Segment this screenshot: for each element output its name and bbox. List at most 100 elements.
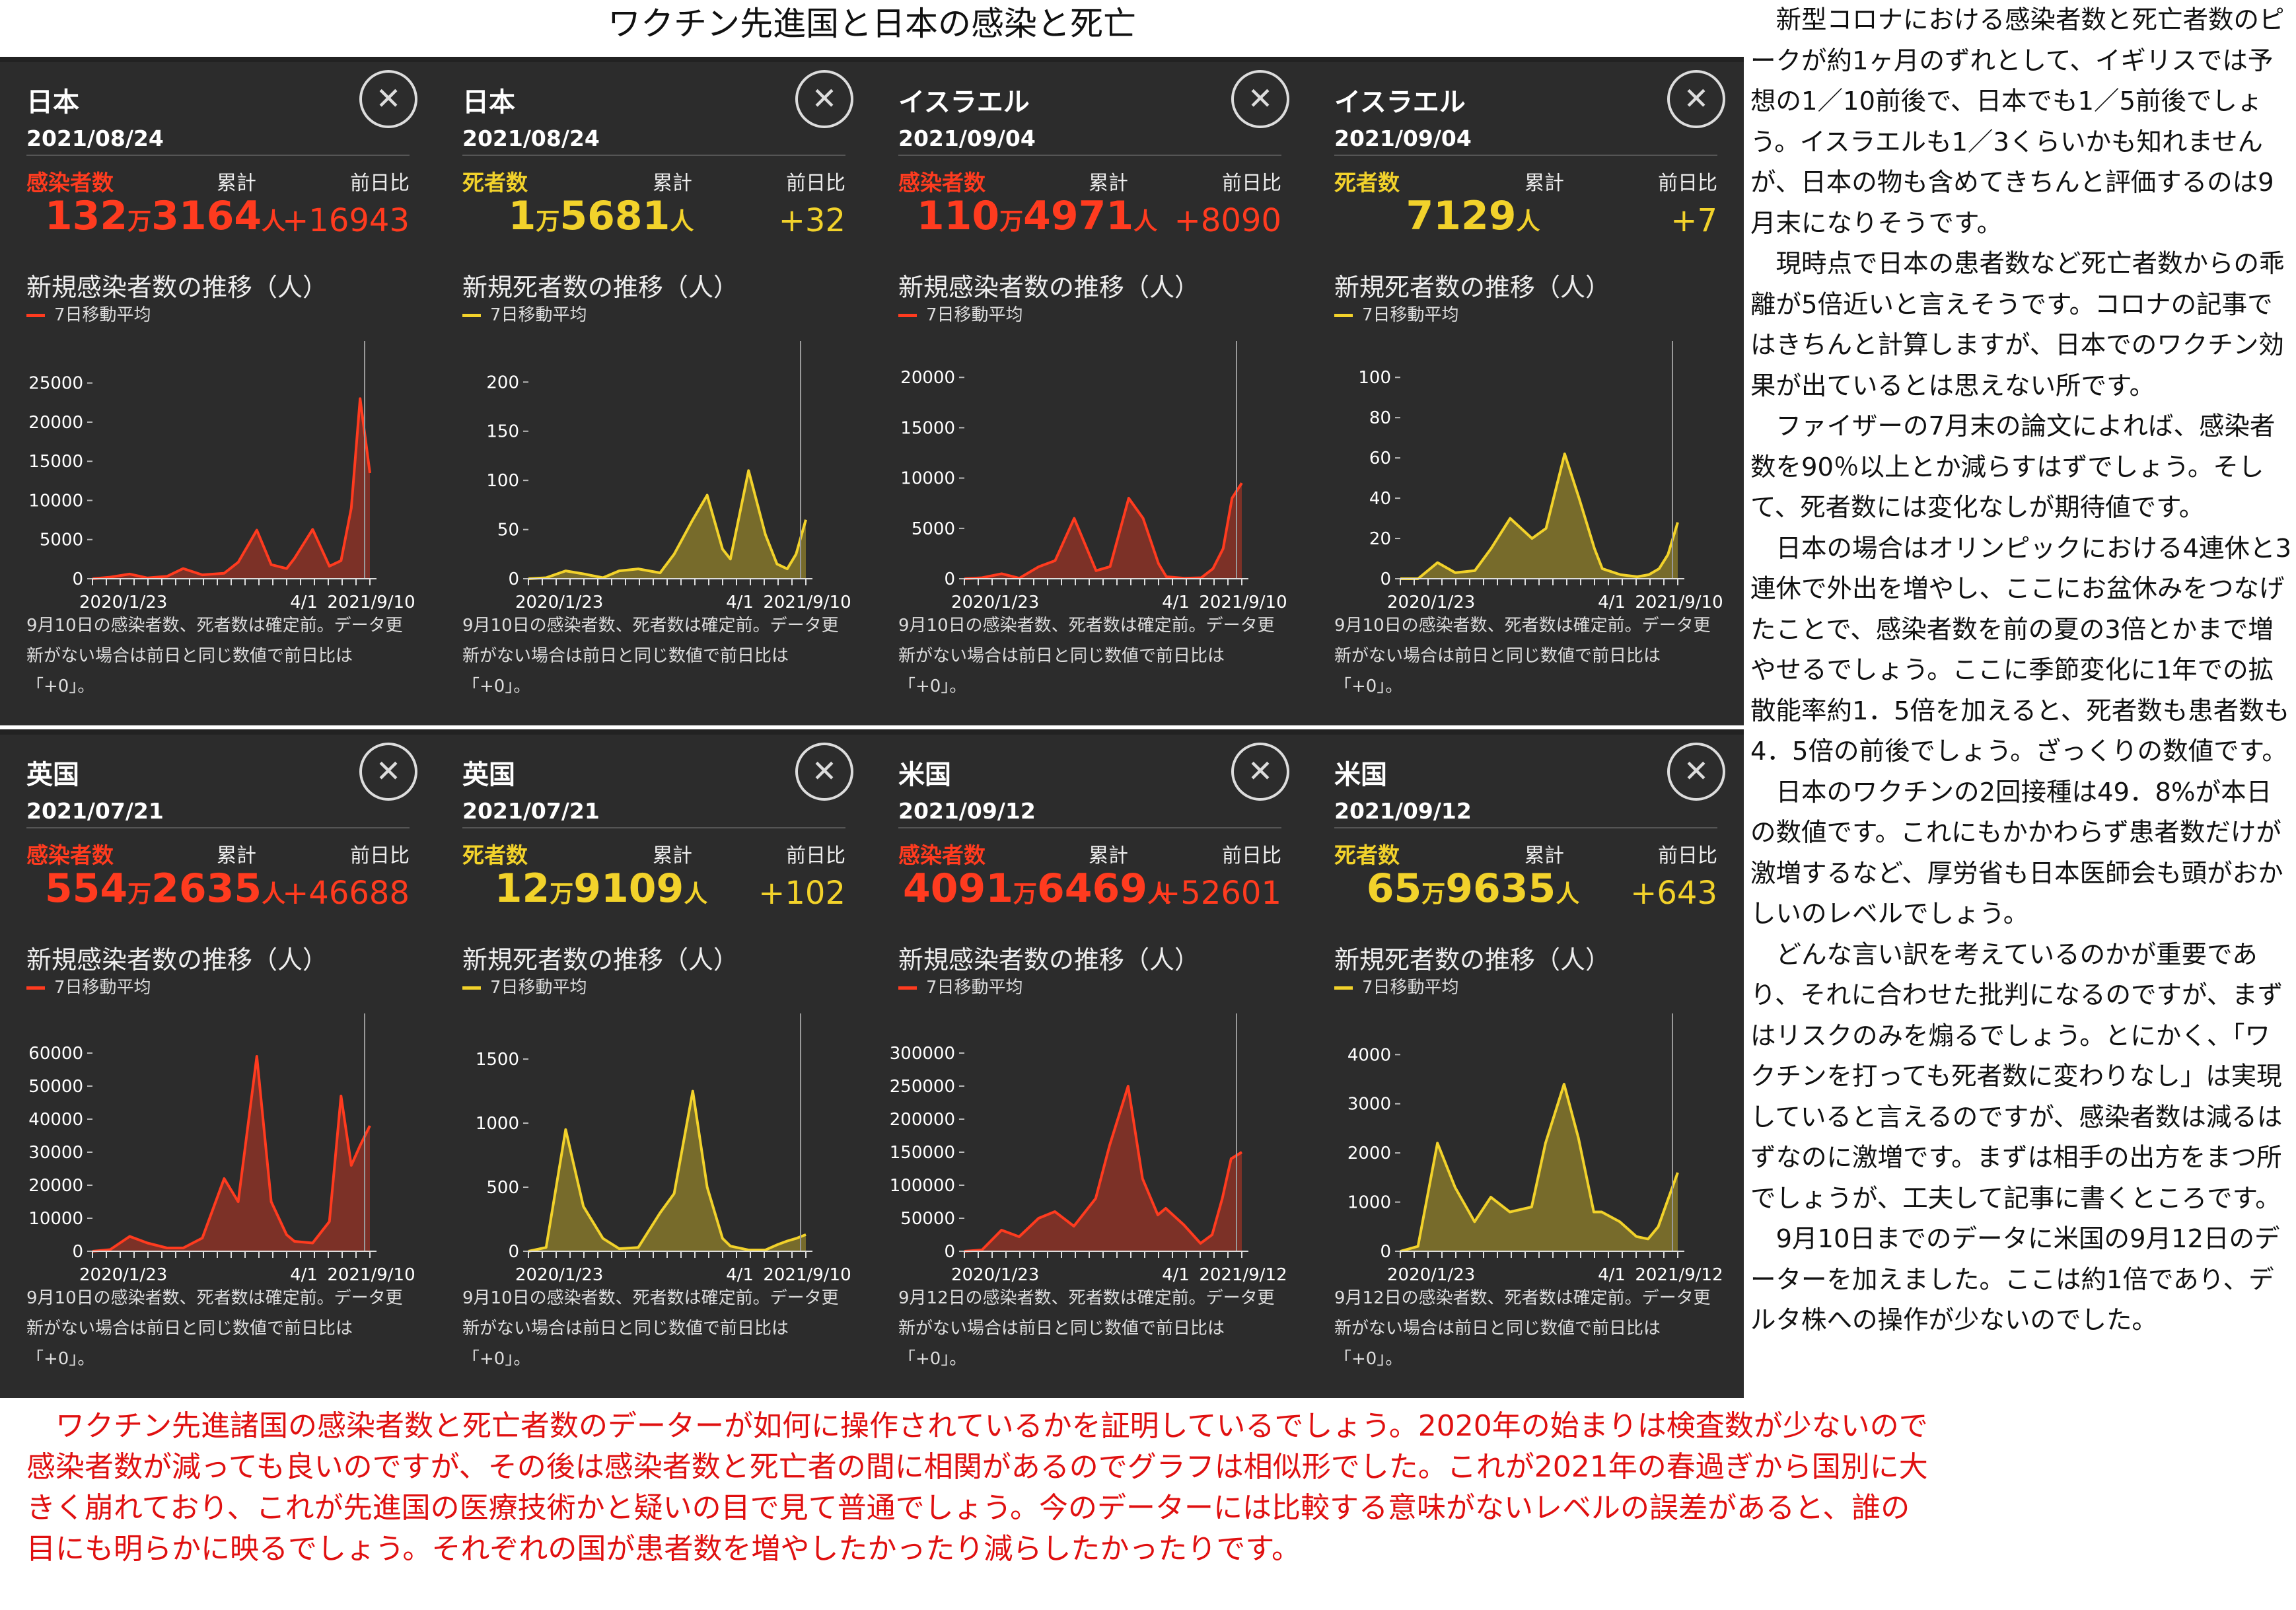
area-fill [92, 398, 370, 579]
total-rest-digits: 6469 [1037, 865, 1147, 912]
x-tick-label: 2020/1/23 [79, 1265, 167, 1285]
y-tick-label: 20000 [28, 413, 83, 433]
close-icon[interactable]: ✕ [359, 743, 417, 801]
x-tick-label: 2021/9/10 [327, 593, 415, 612]
card-top-bar [436, 729, 872, 735]
side-paragraph: ファイザーの7月末の論文によれば、感染者数を90％以上とか減らすはずでしょう。そ… [1750, 412, 2276, 523]
y-tick-label: 0 [72, 1242, 83, 1262]
stat-card: イスラエル 2021/09/04 ✕ 死者数 累計 前日比 7129人 +7 新規死者数の推移（… [1308, 57, 1744, 725]
divider [462, 155, 845, 156]
legend-swatch [898, 986, 917, 990]
y-tick-label: 1500 [476, 1050, 519, 1070]
total-rest-digits: 4971 [1023, 193, 1134, 239]
metric-label: 感染者数 [898, 170, 986, 196]
close-icon[interactable]: ✕ [359, 70, 417, 128]
divider [462, 827, 845, 828]
moving-average-line [964, 482, 1243, 580]
x-tick-label: 2021/9/12 [1635, 1265, 1723, 1285]
trend-chart: 0 50000 100000 150000 200000 250000 300000 2020… [890, 1013, 1287, 1285]
metric-label: 死者数 [1334, 170, 1400, 196]
total-man-digits: 1 [508, 193, 536, 239]
unit-man: 万 [536, 208, 560, 235]
side-paragraph: 現時点で日本の患者数など死亡者数からの乖離が5倍近いと言えそうです。コロナの記事… [1750, 249, 2285, 401]
chart-title: 新規死者数の推移（人） [462, 273, 739, 302]
y-tick-label: 40 [1369, 489, 1391, 509]
y-tick-label: 0 [1380, 569, 1391, 589]
legend-swatch [898, 314, 917, 317]
total-rest-digits: 3164 [151, 193, 262, 239]
side-paragraph: 9月10日までのデータに米国の9月12日のデーターを加えました。ここは約1倍であ… [1750, 1224, 2280, 1335]
area-fill [1400, 454, 1678, 579]
metric-label: 死者数 [462, 842, 528, 868]
unit-person: 人 [1147, 881, 1172, 908]
legend-label: 7日移動平均 [926, 305, 1023, 325]
x-tick-label: 2020/1/23 [1387, 1265, 1475, 1285]
metric-label: 感染者数 [898, 842, 986, 868]
card-top-bar [436, 57, 872, 62]
legend: 7日移動平均 [898, 974, 1023, 998]
y-tick-label: 150000 [890, 1143, 955, 1163]
y-tick-label: 1000 [476, 1114, 519, 1134]
y-tick-label: 10000 [900, 469, 955, 489]
trend-chart: 0 10000 20000 30000 40000 50000 60000 2020/1/23… [28, 1013, 415, 1285]
total-man-digits: 554 [44, 865, 128, 912]
x-tick-label: 4/1 [1598, 1265, 1626, 1285]
y-tick-label: 30000 [28, 1143, 83, 1163]
trend-chart: 0 5000 10000 15000 20000 2020/1/23 4/1 2021/9/1… [900, 341, 1287, 612]
unit-man: 万 [127, 208, 152, 235]
footnote: 9月10日の感染者数、死者数は確定前。データ更新がない場合は前日と同じ数値で前日… [462, 616, 839, 696]
card-top-bar [872, 729, 1308, 735]
chart-title: 新規感染者数の推移（人） [898, 273, 1200, 302]
legend: 7日移動平均 [898, 301, 1023, 326]
total-value: 12万9109人 [462, 865, 740, 912]
x-tick-label: 4/1 [1162, 593, 1190, 612]
close-icon[interactable]: ✕ [795, 70, 853, 128]
legend-label: 7日移動平均 [54, 978, 151, 998]
y-tick-label: 0 [944, 569, 955, 589]
x-tick-label: 2021/9/10 [763, 1265, 851, 1285]
legend-swatch [462, 986, 481, 990]
unit-person: 人 [1133, 208, 1158, 235]
side-paragraph: 日本の場合はオリンピックにおける4連休と3連休で外出を増やし、ここにお盆休みをつ… [1750, 533, 2291, 767]
moving-average-line [92, 397, 371, 580]
legend-label: 7日移動平均 [490, 978, 587, 998]
card-top-bar [1308, 729, 1744, 735]
area-fill [1400, 1084, 1678, 1251]
x-tick-label: 2021/9/10 [763, 593, 851, 612]
chart-title: 新規死者数の推移（人） [462, 945, 739, 974]
stat-date: 2021/09/04 [898, 126, 1036, 151]
y-tick-label: 15000 [900, 418, 955, 438]
unit-man: 万 [1421, 881, 1446, 908]
close-icon[interactable]: ✕ [1667, 743, 1725, 801]
diff-label: 前日比 [786, 172, 845, 195]
unit-man: 万 [1013, 881, 1037, 908]
x-tick-label: 2020/1/23 [951, 593, 1039, 612]
unit-person: 人 [262, 881, 286, 908]
x-tick-label: 4/1 [1162, 1265, 1190, 1285]
diff-label: 前日比 [786, 844, 845, 867]
y-tick-label: 300000 [890, 1044, 955, 1064]
unit-person: 人 [1516, 208, 1540, 235]
x-tick-label: 4/1 [1598, 593, 1626, 612]
footnote: 9月10日の感染者数、死者数は確定前。データ更新がない場合は前日と同じ数値で前日… [898, 616, 1275, 696]
diff-value: +16943 [282, 202, 410, 239]
unit-person: 人 [670, 208, 694, 235]
y-tick-label: 4000 [1347, 1045, 1391, 1065]
y-tick-label: 500 [486, 1178, 519, 1198]
moving-average-line [528, 1089, 807, 1253]
legend-label: 7日移動平均 [1362, 305, 1459, 325]
area-fill [964, 1086, 1242, 1251]
total-rest-digits: 5681 [559, 193, 670, 239]
stat-card: イスラエル 2021/09/04 ✕ 感染者数 累計 前日比 110万4971人 +8090 新… [872, 57, 1308, 725]
diff-value: +643 [1630, 875, 1717, 912]
trend-chart: 0 500 1000 1500 2020/1/23 4/1 2021/9/10 [476, 1013, 851, 1285]
total-value: 65万9635人 [1334, 865, 1612, 912]
close-icon[interactable]: ✕ [1667, 70, 1725, 128]
side-paragraph: どんな言い訳を考えているのかが重要であり、それに合わせた批判になるのですが、まず… [1750, 939, 2283, 1214]
close-icon[interactable]: ✕ [1231, 70, 1289, 128]
y-tick-label: 50000 [900, 1209, 955, 1229]
diff-label: 前日比 [1222, 844, 1281, 867]
close-icon[interactable]: ✕ [795, 743, 853, 801]
x-tick-label: 2021/9/10 [1635, 593, 1723, 612]
close-icon[interactable]: ✕ [1231, 743, 1289, 801]
